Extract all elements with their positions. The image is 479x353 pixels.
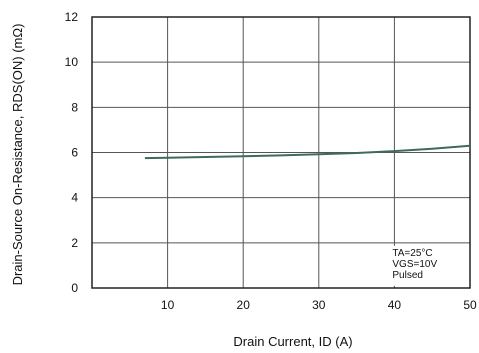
annotation-ta: TA=25°C — [392, 248, 432, 259]
series-layer — [144, 144, 471, 160]
y-axis-title: Drain-Source On-Resistance, RDS(ON) (mΩ) — [10, 24, 25, 286]
y-tick-label-12: 12 — [65, 10, 79, 24]
x-tick-label-10: 10 — [161, 298, 175, 312]
y-tick-label-2: 2 — [71, 236, 78, 250]
series-line-0 — [144, 144, 471, 160]
annotation-box — [388, 245, 461, 286]
tick-labels: 10 20 30 40 50 0 2 4 6 8 10 12 — [65, 10, 477, 312]
annotation-pulsed: Pulsed — [392, 270, 423, 281]
x-tick-label-50: 50 — [463, 298, 477, 312]
x-axis-title: Drain Current, ID (A) — [233, 334, 352, 349]
y-tick-label-10: 10 — [65, 55, 79, 69]
y-tick-label-8: 8 — [71, 100, 78, 114]
grid-lines — [92, 17, 470, 288]
y-tick-label-0: 0 — [71, 281, 78, 295]
y-tick-label-6: 6 — [71, 146, 78, 160]
annotation-vgs: VGS=10V — [392, 259, 437, 270]
plot-frame — [91, 16, 471, 289]
x-tick-label-40: 40 — [388, 298, 402, 312]
x-tick-label-30: 30 — [312, 298, 326, 312]
x-tick-label-20: 20 — [237, 298, 251, 312]
y-tick-label-4: 4 — [71, 191, 78, 205]
